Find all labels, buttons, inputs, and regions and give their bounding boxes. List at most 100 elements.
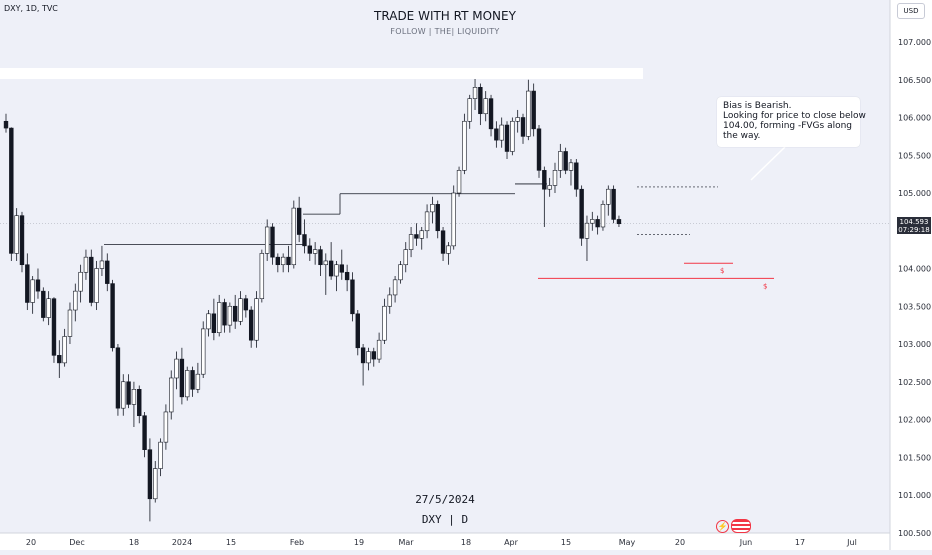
- y-tick-label: 105.500: [898, 151, 931, 160]
- flag-icon[interactable]: [731, 519, 751, 533]
- candle-body: [488, 98, 494, 130]
- watermark-symbol: DXY | D: [421, 513, 469, 526]
- y-tick-label: 100.500: [898, 529, 931, 538]
- candle-body: [520, 117, 526, 137]
- candle-body: [360, 347, 366, 364]
- annotation-line: Looking for price to close below: [723, 111, 866, 121]
- x-tick-label: 15: [561, 538, 571, 547]
- bias-annotation[interactable]: Bias is Bearish. Looking for price to cl…: [717, 97, 866, 147]
- y-tick-label: 104.000: [898, 265, 931, 274]
- x-tick-label: 19: [354, 538, 364, 547]
- candle-body: [99, 260, 105, 269]
- candle-body: [131, 388, 137, 405]
- candle-body: [286, 256, 291, 266]
- candle-body: [526, 90, 531, 137]
- candle-body: [296, 207, 302, 235]
- candle-body: [430, 204, 435, 213]
- candle-body: [190, 370, 195, 390]
- x-tick-label: Apr: [504, 538, 519, 547]
- candle-body: [531, 90, 536, 130]
- x-tick-label: 2024: [172, 538, 192, 547]
- x-tick-label: Feb: [290, 538, 304, 547]
- candle-body: [163, 411, 169, 443]
- candle-body: [238, 298, 243, 322]
- y-tick-label: 101.500: [898, 453, 931, 462]
- candle-body: [344, 271, 350, 281]
- candle-body: [536, 128, 542, 171]
- candle-body: [424, 211, 430, 232]
- supply-zone-band: [0, 68, 643, 79]
- candle-body: [110, 283, 115, 349]
- candle-body: [547, 185, 552, 190]
- candle-body: [414, 234, 419, 239]
- x-tick-label: May: [619, 538, 636, 547]
- candle-body: [142, 415, 147, 451]
- candle-body: [494, 128, 499, 141]
- candle-body: [291, 207, 297, 266]
- candle-body: [467, 98, 472, 122]
- x-tick-label: 18: [129, 538, 139, 547]
- candle-body: [57, 355, 62, 364]
- candle-body: [115, 347, 121, 409]
- candle-body: [323, 260, 328, 266]
- candle-body: [227, 305, 233, 326]
- annotation-line: 104.00, forming -FVGs along: [723, 121, 853, 131]
- candle-body: [307, 245, 313, 254]
- candle-body: [595, 219, 600, 228]
- candle-body: [403, 249, 408, 266]
- candle-body: [243, 298, 249, 311]
- candle-body: [419, 230, 424, 239]
- x-tick-label: 17: [795, 538, 805, 547]
- y-tick-label: 101.000: [898, 491, 931, 500]
- y-tick-label: 106.000: [898, 114, 931, 123]
- candle-body: [83, 256, 89, 273]
- candle-body: [398, 264, 403, 281]
- candle-body: [14, 215, 19, 254]
- candle-body: [478, 87, 483, 115]
- candle-body: [105, 260, 110, 284]
- candle-body: [41, 290, 46, 318]
- candle-body: [606, 188, 611, 205]
- candle-body: [121, 381, 126, 409]
- candle-body: [334, 264, 339, 277]
- candle-body: [270, 226, 275, 258]
- y-tick-label: 107.000: [898, 38, 931, 47]
- y-tick-label: 103.000: [898, 340, 931, 349]
- candle-body: [185, 370, 190, 398]
- candle-body: [435, 204, 440, 232]
- candle-body: [174, 358, 179, 379]
- y-tick-label: 105.000: [898, 189, 931, 198]
- candle-body: [568, 162, 574, 171]
- candle-body: [25, 264, 30, 303]
- candle-body: [451, 192, 456, 247]
- candle-body: [222, 302, 227, 326]
- currency-button[interactable]: USD: [897, 3, 925, 19]
- y-tick-label: 106.500: [898, 76, 931, 85]
- symbol-legend[interactable]: DXY, 1D, TVC: [4, 4, 58, 13]
- candle-body: [387, 294, 392, 307]
- watermark-date: 27/5/2024: [415, 493, 475, 506]
- time-axis: [0, 533, 890, 550]
- annotation-line: Bias is Bearish.: [723, 101, 792, 111]
- candle-body: [446, 245, 451, 254]
- candle-body: [217, 302, 222, 333]
- candle-body: [275, 256, 281, 266]
- candle-body: [302, 234, 307, 247]
- candle-body: [552, 170, 558, 186]
- candle-body: [153, 468, 158, 500]
- alert-icon[interactable]: ⚡: [716, 520, 729, 533]
- candle-body: [350, 279, 355, 315]
- candle-body: [312, 249, 318, 254]
- page-subtitle: FOLLOW | THE| LIQUIDITY: [390, 27, 500, 36]
- candle-body: [590, 219, 595, 224]
- candle-body: [179, 358, 185, 398]
- candle-body: [563, 151, 568, 171]
- candle-body: [558, 151, 563, 171]
- y-tick-label: 102.500: [898, 378, 931, 387]
- candle-body: [483, 98, 488, 115]
- candle-body: [211, 313, 217, 333]
- candle-body: [126, 381, 131, 405]
- candle-body: [472, 87, 478, 99]
